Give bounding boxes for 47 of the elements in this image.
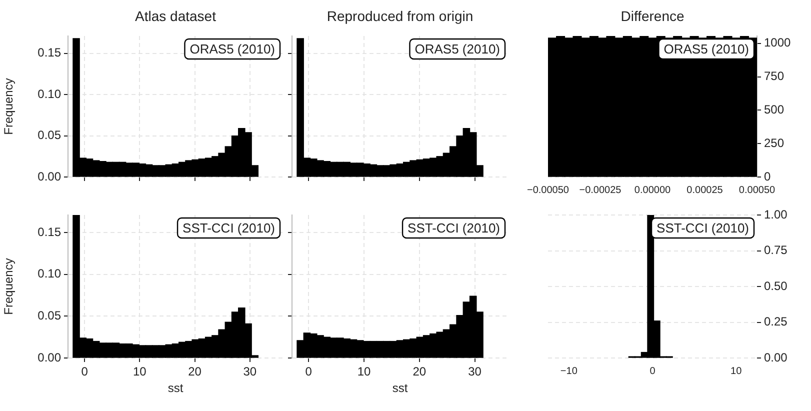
annotation: SST-CCI (2010)	[656, 220, 750, 236]
y-tick-label: 0.15	[38, 224, 62, 239]
y2-tick-label: 250	[764, 136, 784, 150]
annotation: ORAS5 (2010)	[414, 42, 500, 57]
x-tick-label: 30	[468, 364, 482, 379]
y-tick-label: 0.10	[38, 266, 62, 281]
y-tick-label: 0.05	[38, 308, 62, 322]
y2-tick-label: 750	[764, 69, 784, 84]
y2-tick-label: 1.00	[764, 207, 788, 222]
annotation: SST-CCI (2010)	[182, 220, 276, 236]
x-tick-label: 0.00000	[634, 184, 672, 196]
x-tick-label: 0	[305, 364, 312, 379]
x-tick-label: −0.00050	[527, 184, 570, 196]
x-tick-label: 20	[188, 364, 202, 379]
y2-tick-label: 0.00	[764, 350, 788, 364]
x-tick-label: 10	[132, 364, 147, 379]
x-tick-label: 0	[81, 364, 88, 379]
x-axis-title: sst	[168, 381, 184, 396]
x-tick-label: 0	[650, 366, 656, 377]
x-tick-label: 30	[243, 364, 257, 379]
y2-tick-label: 500	[764, 102, 784, 116]
x-tick-label: 20	[412, 364, 426, 379]
x-tick-label: 0.00025	[686, 184, 724, 196]
y2-tick-label: 0	[764, 169, 771, 184]
chart-title: Atlas dataset	[135, 8, 216, 24]
annotation: ORAS5 (2010)	[664, 42, 750, 57]
y2-tick-label: 0.50	[764, 278, 788, 293]
y-axis-title: Frequency	[2, 78, 16, 135]
x-tick-label: −0.00025	[579, 184, 622, 196]
x-tick-label: −10	[560, 366, 578, 377]
x-axis-title: sst	[392, 381, 408, 396]
y2-tick-label: 0.75	[764, 243, 788, 258]
y2-tick-label: 1000	[764, 36, 792, 50]
x-tick-label: 10	[730, 366, 742, 377]
chart-title: Difference	[620, 8, 684, 24]
annotation: ORAS5 (2010)	[190, 42, 276, 57]
y-tick-label: 0.15	[38, 46, 62, 60]
y-tick-label: 0.00	[38, 350, 62, 364]
y-tick-label: 0.05	[38, 128, 62, 142]
x-tick-label: 0.00050	[738, 184, 776, 196]
annotation: SST-CCI (2010)	[408, 220, 500, 236]
chart-title: Reproduced from origin	[326, 8, 474, 24]
y-tick-label: 0.10	[38, 86, 62, 101]
x-tick-label: 10	[357, 364, 371, 379]
y-axis-title: Frequency	[2, 258, 16, 315]
y-tick-label: 0.00	[38, 169, 62, 184]
y2-tick-label: 0.25	[764, 314, 788, 329]
